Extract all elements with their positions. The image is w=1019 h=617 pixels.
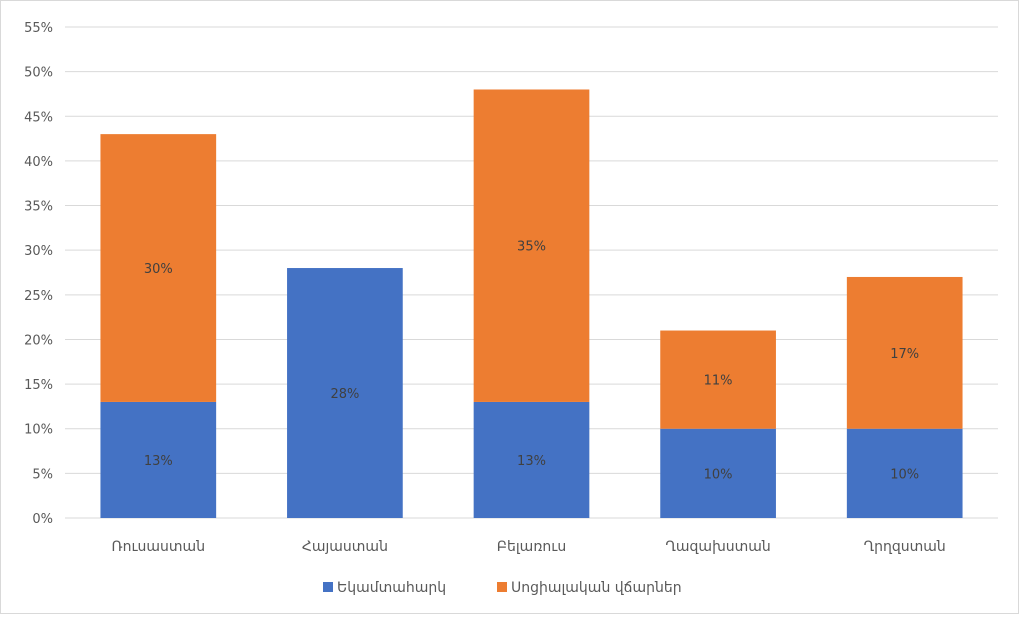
legend-swatch — [323, 582, 333, 592]
y-tick-label: 45% — [24, 110, 53, 125]
y-tick-label: 55% — [24, 21, 53, 36]
x-axis-categories: Ռուսաստան Հայաստան Բելառուս Ղազախստան Ղրղզստ… — [112, 539, 946, 555]
y-tick-label: 20% — [24, 333, 53, 348]
y-tick-label: 35% — [24, 200, 53, 215]
legend-swatch — [497, 582, 507, 592]
data-label: 35% — [517, 240, 546, 255]
y-tick-label: 40% — [24, 155, 53, 170]
data-label: 10% — [704, 467, 733, 482]
x-category-label: Ղրղզստան — [864, 539, 946, 555]
data-labels: 13% 30% 28% 13% 35% 10% 11% 10% 17% — [144, 240, 919, 483]
x-category-label: Ռուսաստան — [112, 539, 206, 555]
legend: Եկամտահարկ Սոցիալական վճարներ — [323, 580, 682, 596]
bar-segment — [846, 428, 963, 518]
bar-segment — [473, 401, 590, 518]
y-axis-ticks: 0% 5% 10% 15% 20% 25% 30% 35% 40% 45% 50% 55% — [24, 21, 53, 527]
data-label: 13% — [144, 454, 173, 469]
legend-label: Եկամտահարկ — [337, 580, 446, 596]
y-tick-label: 15% — [24, 378, 53, 393]
y-tick-label: 0% — [32, 512, 53, 527]
bar-segment — [473, 89, 590, 402]
bar-segment — [287, 268, 403, 518]
x-category-label: Հայաստան — [302, 539, 388, 555]
data-label: 13% — [517, 454, 546, 469]
legend-label: Սոցիալական վճարներ — [511, 580, 682, 596]
x-category-label: Բելառուս — [497, 539, 566, 555]
data-label: 30% — [144, 262, 173, 277]
y-tick-label: 5% — [32, 467, 53, 482]
bar-segment — [660, 428, 776, 518]
data-label: 10% — [890, 467, 919, 482]
y-tick-label: 10% — [24, 423, 53, 438]
y-tick-label: 30% — [24, 244, 53, 259]
y-tick-label: 25% — [24, 289, 53, 304]
bar-segment — [846, 276, 963, 429]
x-category-label: Ղազախստան — [665, 539, 770, 555]
data-label: 11% — [704, 374, 733, 389]
bars — [100, 89, 963, 518]
bar-segment — [100, 401, 217, 518]
data-label: 28% — [330, 387, 359, 402]
data-label: 17% — [890, 347, 919, 362]
bar-segment — [660, 330, 776, 429]
bar-segment — [100, 134, 217, 402]
y-tick-label: 50% — [24, 66, 53, 81]
